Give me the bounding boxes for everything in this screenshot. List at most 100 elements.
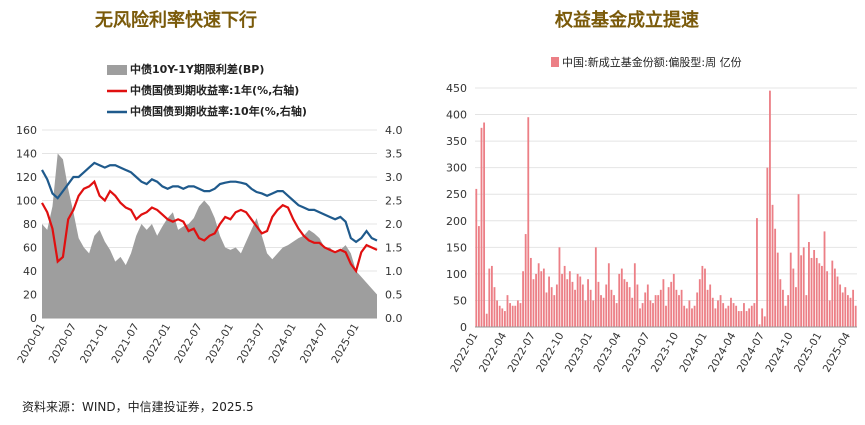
right-chart-title: 权益基金成立提速: [555, 10, 699, 31]
x-axis-tick-label: 2022-07: [506, 331, 538, 375]
legend-label: 中债10Y-1Y期限利差(BP): [130, 62, 264, 76]
fund-bar: [542, 268, 545, 327]
y-axis-tick-label: 300: [446, 162, 467, 175]
fund-bar: [709, 284, 712, 327]
fund-bar: [678, 295, 680, 327]
fund-bar: [846, 295, 849, 327]
fund-bar: [644, 292, 647, 327]
fund-bar: [724, 308, 727, 327]
fund-bar: [657, 295, 660, 327]
fund-bar: [498, 305, 501, 327]
fund-bar: [594, 247, 597, 327]
fund-bar: [789, 252, 792, 327]
x-axis-tick-label: 2025-01: [329, 322, 361, 366]
fund-bar: [823, 231, 826, 327]
fund-bar: [797, 194, 800, 327]
fund-bar: [579, 276, 582, 327]
fund-bar: [828, 300, 831, 327]
fund-bar: [771, 204, 774, 327]
fund-bar: [693, 305, 696, 327]
fund-bar: [631, 297, 634, 327]
left-axis-tick-label: 80: [23, 218, 37, 231]
fund-bar: [581, 284, 584, 327]
x-axis-tick-label: 2023-04: [592, 330, 624, 374]
left-axis-tick-label: 100: [16, 195, 37, 208]
fund-bar: [732, 303, 735, 327]
fund-bar: [649, 300, 652, 327]
right-axis-tick-label: 3.0: [385, 171, 403, 184]
fund-bar: [639, 308, 641, 327]
fund-bar: [849, 297, 852, 327]
fund-bar: [665, 305, 667, 327]
fund-bar: [787, 295, 790, 327]
fund-bar: [852, 289, 855, 327]
y-axis-tick-label: 400: [446, 109, 467, 122]
fund-bar: [605, 284, 608, 327]
right-axis-tick-label: 3.5: [385, 148, 403, 161]
left-axis-tick-label: 0: [30, 312, 37, 325]
x-axis-tick-label: 2020-01: [15, 322, 47, 366]
fund-bar: [722, 303, 725, 327]
fund-bar: [743, 303, 745, 327]
fund-bar: [735, 305, 738, 327]
fund-bar: [589, 289, 592, 327]
x-axis-tick-label: 2022-01: [448, 331, 480, 375]
fund-bar: [782, 289, 784, 327]
fund-bar: [706, 289, 709, 327]
fund-bar: [576, 273, 579, 327]
y-axis-tick-label: 350: [446, 135, 467, 148]
fund-bar: [779, 279, 782, 327]
fund-bar: [704, 268, 706, 327]
fund-bar: [537, 263, 540, 327]
fund-bar: [737, 311, 740, 327]
x-axis-tick-label: 2022-10: [534, 331, 566, 375]
y-axis-tick-label: 250: [446, 188, 467, 201]
fund-bar: [480, 127, 483, 327]
fund-bar: [836, 276, 839, 327]
fund-bar: [683, 305, 686, 327]
fund-bar: [753, 303, 756, 327]
fund-bar: [548, 276, 550, 327]
x-axis-tick-label: 2024-10: [763, 331, 795, 375]
fund-bar: [675, 289, 678, 327]
fund-bar: [535, 273, 537, 327]
fund-bar: [553, 295, 556, 327]
fund-bar: [503, 311, 506, 327]
right-axis-tick-label: 1.5: [385, 242, 403, 255]
fund-bar: [620, 268, 623, 327]
legend-label: 中债国债到期收益率:1年(%,右轴): [130, 83, 299, 97]
source-footnote: 资料来源：WIND，中信建投证券，2025.5: [22, 400, 254, 414]
fund-bar: [795, 287, 797, 327]
fund-bar: [711, 297, 714, 327]
fund-bar: [587, 279, 589, 327]
fund-bar: [792, 268, 795, 327]
right-axis-tick-label: 2.5: [385, 195, 403, 208]
fund-bar: [506, 295, 509, 327]
fund-bar: [805, 295, 808, 327]
fund-bar: [826, 271, 829, 327]
fund-bar: [821, 265, 823, 327]
fund-bar: [834, 268, 836, 327]
fund-bar: [776, 252, 779, 327]
fund-bar: [761, 308, 764, 327]
fund-bar: [584, 300, 587, 327]
fund-bar: [688, 300, 691, 327]
fund-bar: [701, 265, 704, 327]
fund-bar: [636, 284, 639, 327]
fund-bar: [485, 313, 488, 327]
y-axis-tick-label: 100: [446, 268, 467, 281]
fund-bar: [745, 311, 748, 327]
fund-bar: [691, 308, 693, 327]
fund-bar: [571, 281, 574, 327]
fund-bar: [727, 305, 730, 327]
fund-bar: [516, 300, 519, 327]
fund-bar: [527, 117, 530, 327]
fund-bar: [784, 305, 787, 327]
y-axis-tick-label: 150: [446, 241, 467, 254]
fund-bar: [610, 289, 613, 327]
fund-bar: [839, 284, 842, 327]
fund-bar: [766, 167, 769, 327]
fund-bar: [501, 308, 504, 327]
left-axis-tick-label: 160: [16, 124, 37, 137]
y-axis-tick-label: 0: [460, 321, 467, 334]
